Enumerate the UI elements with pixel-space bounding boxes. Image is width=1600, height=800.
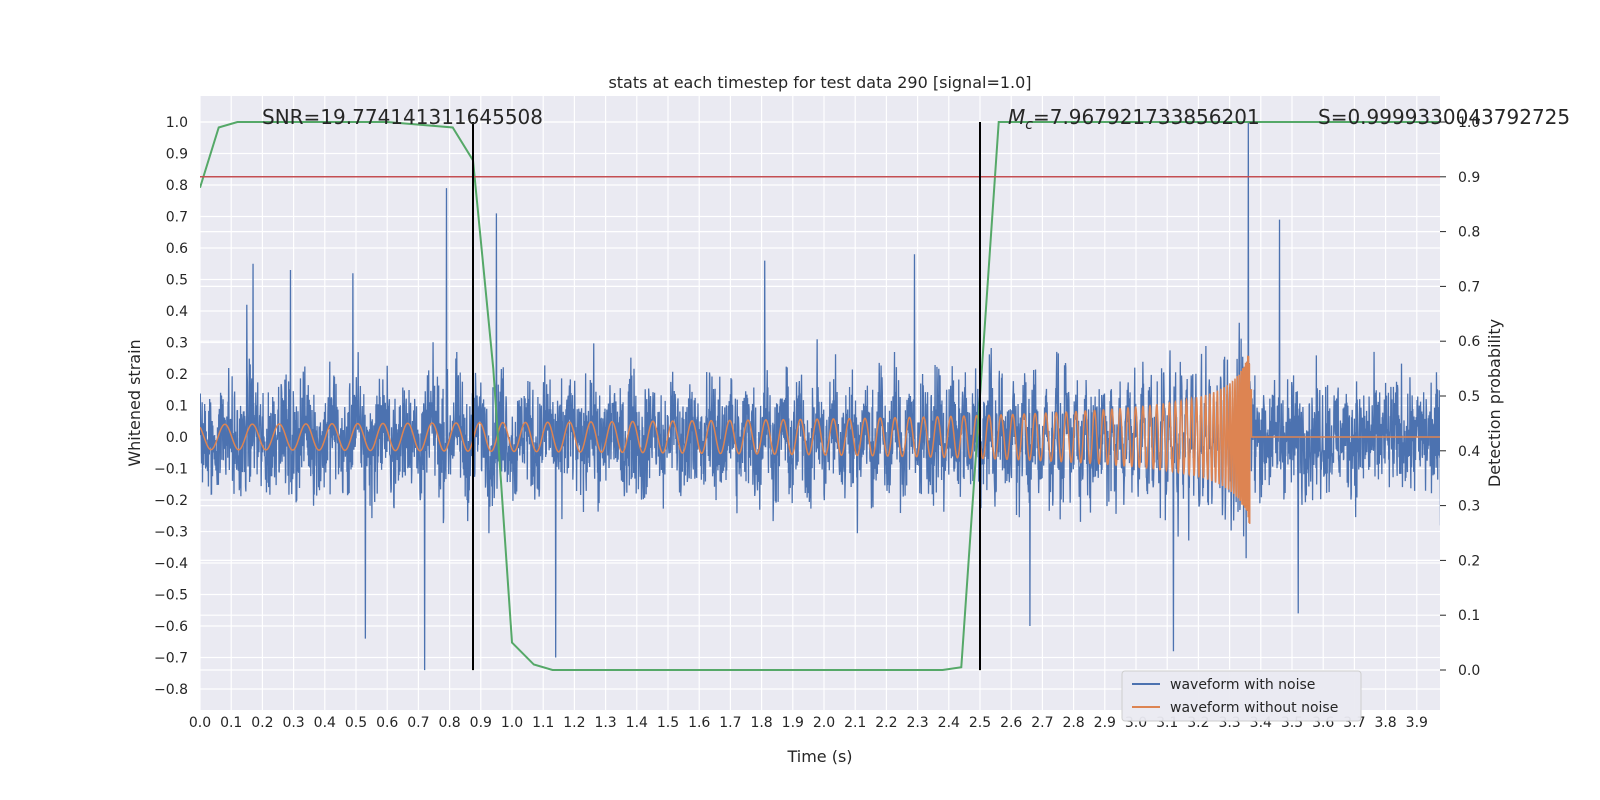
legend-label-clean: waveform without noise (1170, 700, 1338, 716)
x-tick-label: 1.2 (563, 715, 585, 731)
y-right-tick-label: 1.0 (1458, 115, 1480, 131)
x-tick-label: 1.8 (750, 715, 772, 731)
y-left-tick-label: −0.5 (154, 588, 188, 604)
y-left-tick-label: −0.2 (154, 493, 188, 509)
s-annotation: S=0.9999330043792725 (1318, 105, 1570, 129)
y-right-tick-label: 0.3 (1458, 499, 1480, 515)
x-tick-label: 0.9 (470, 715, 492, 731)
y-left-tick-label: 0.9 (166, 147, 188, 163)
x-tick-label: 2.8 (1062, 715, 1084, 731)
x-tick-label: 1.3 (594, 715, 616, 731)
x-tick-label: 0.5 (345, 715, 367, 731)
x-tick-label: 0.7 (407, 715, 429, 731)
y-left-tick-label: −0.7 (154, 651, 188, 667)
series-detection-probability (200, 121, 1440, 671)
y-left-tick-label: −0.3 (154, 525, 188, 541)
x-tick-label: 1.5 (657, 715, 679, 731)
series-waveform-without-noise (200, 355, 1440, 524)
legend: waveform with noise waveform without noi… (1121, 670, 1362, 722)
chart-title: stats at each timestep for test data 290… (608, 73, 1031, 92)
y-left-axis-label: Whitened strain (125, 339, 144, 466)
y-right-tick-label: 0.0 (1458, 663, 1480, 679)
x-tick-label: 0.6 (376, 715, 398, 731)
x-axis-label: Time (s) (786, 747, 852, 766)
x-tick-label: 1.4 (626, 715, 648, 731)
x-tick-label: 2.2 (875, 715, 897, 731)
mc-annotation: Mc=7.967921733856201 (1008, 105, 1260, 133)
y-left-tick-label: 0.2 (166, 367, 188, 383)
x-tick-label: 0.1 (220, 715, 242, 731)
x-tick-label: 1.7 (719, 715, 741, 731)
y-left-tick-label: 0.1 (166, 399, 188, 415)
x-tick-label: 2.9 (1094, 715, 1116, 731)
y-left-tick-label: −0.6 (154, 619, 188, 635)
x-tick-label: 0.8 (438, 715, 460, 731)
x-tick-label: 2.6 (1000, 715, 1022, 731)
y-right-tick-label: 0.5 (1458, 389, 1480, 405)
y-left-tick-label: 0.0 (166, 430, 188, 446)
mc-value: =7.967921733856201 (1033, 105, 1260, 129)
x-tick-label: 0.3 (282, 715, 304, 731)
x-tick-label: 2.3 (906, 715, 928, 731)
y-right-tick-label: 0.8 (1458, 225, 1480, 241)
y-left-tick-label: 0.4 (166, 304, 188, 320)
y-left-tick-label: 0.8 (166, 178, 188, 194)
snr-annotation: SNR=19.774141311645508 (262, 105, 543, 129)
x-tick-label: 1.1 (532, 715, 554, 731)
y-left-tick-label: 0.6 (166, 241, 188, 257)
legend-box (1121, 670, 1362, 722)
mc-symbol: M (1008, 105, 1025, 129)
y-right-tick-label: 0.6 (1458, 334, 1480, 350)
x-tick-label: 2.4 (938, 715, 960, 731)
x-tick-label: 2.1 (844, 715, 866, 731)
y-left-tick-label: −0.1 (154, 462, 188, 478)
x-tick-label: 1.0 (501, 715, 523, 731)
mc-subscript: c (1025, 117, 1033, 133)
x-tick-label: 2.7 (1031, 715, 1053, 731)
y-left-tick-label: 0.7 (166, 210, 188, 226)
y-left-tick-label: −0.8 (154, 682, 188, 698)
y-right-axis-label: Detection probability (1485, 319, 1504, 487)
y-left-tick-label: 0.3 (166, 336, 188, 352)
x-tick-label: 2.0 (813, 715, 835, 731)
y-left-tick-label: 1.0 (166, 115, 188, 131)
x-tick-label: 0.0 (189, 715, 211, 731)
legend-label-noise: waveform with noise (1170, 677, 1315, 693)
x-tick-label: 2.5 (969, 715, 991, 731)
y-left-tick-labels: 1.0 0.9 0.8 0.7 0.6 0.5 0.4 0.3 0.2 0.1 0.0 −0.1 −0.… (154, 115, 188, 698)
y-right-tick-label: 0.2 (1458, 553, 1480, 569)
y-right-tick-label: 0.7 (1458, 279, 1480, 295)
x-tick-label: 3.8 (1374, 715, 1396, 731)
x-tick-label: 0.4 (314, 715, 336, 731)
x-tick-label: 1.9 (782, 715, 804, 731)
x-tick-label: 0.2 (251, 715, 273, 731)
x-tick-label: 1.6 (688, 715, 710, 731)
y-right-tick-labels: 1.0 0.9 0.8 0.7 0.6 0.5 0.4 0.3 0.2 0.1 0.0 (1440, 115, 1480, 679)
y-right-tick-label: 0.9 (1458, 170, 1480, 186)
y-left-tick-label: 0.5 (166, 273, 188, 289)
y-right-tick-label: 0.1 (1458, 608, 1480, 624)
x-tick-label: 3.9 (1406, 715, 1428, 731)
y-right-tick-label: 0.4 (1458, 444, 1480, 460)
y-left-tick-label: −0.4 (154, 556, 188, 572)
